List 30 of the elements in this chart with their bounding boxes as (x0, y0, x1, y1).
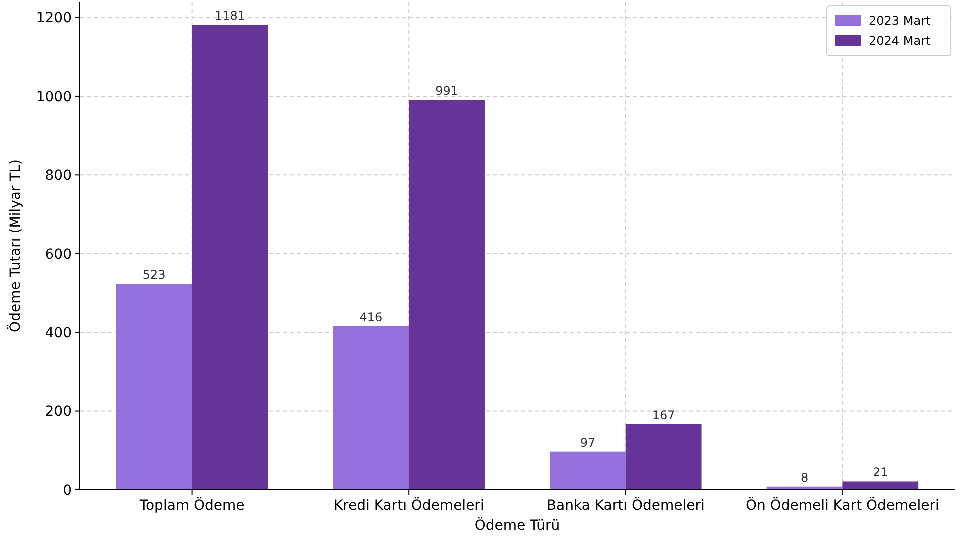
data-label: 991 (436, 84, 458, 98)
y-tick-label: 600 (45, 246, 72, 263)
y-tick-label: 400 (45, 325, 72, 342)
y-axis-title: Ödeme Tutarı (Milyar TL) (7, 160, 24, 332)
bar (333, 326, 410, 490)
x-tick-label: Ön Ödemeli Kart Ödemeleri (746, 497, 940, 514)
bar (550, 452, 626, 490)
y-tick-label: 1200 (36, 10, 72, 27)
data-label: 21 (872, 466, 888, 480)
x-axis-title: Ödeme Türü (474, 517, 560, 534)
data-label: 167 (652, 408, 676, 422)
bar (842, 482, 919, 490)
y-tick-label: 200 (45, 404, 72, 420)
y-tick-label: 1000 (36, 89, 72, 106)
legend-label: 2024 Mart (869, 34, 931, 48)
x-tick-label: Kredi Kartı Ödemeleri (334, 497, 484, 514)
data-label: 523 (142, 268, 166, 282)
legend-label: 2023 Mart (869, 14, 931, 28)
data-label: 1181 (214, 9, 246, 24)
data-label: 97 (580, 436, 596, 450)
bar (626, 424, 702, 490)
bar (116, 284, 192, 490)
data-label: 8 (800, 470, 809, 485)
x-tick-label: Toplam Ödeme (138, 497, 245, 514)
y-tick-label: 800 (45, 168, 72, 184)
data-label: 416 (360, 310, 383, 324)
y-tick-label: 0 (63, 482, 72, 499)
x-tick-label: Banka Kartı Ödemeleri (546, 497, 705, 514)
bar (192, 25, 268, 490)
bar (409, 100, 485, 490)
